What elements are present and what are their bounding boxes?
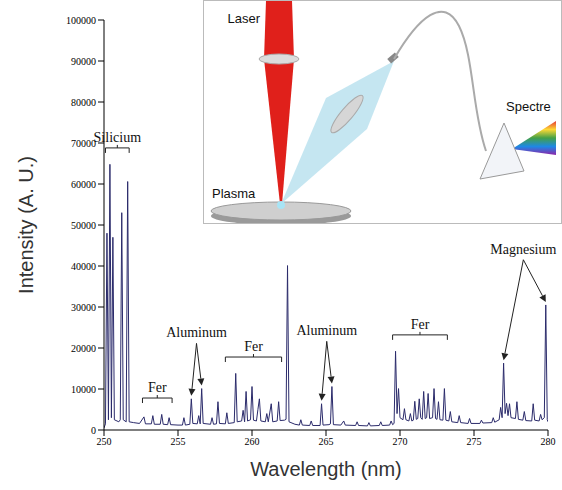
svg-text:0: 0: [91, 425, 96, 436]
svg-text:Intensity (A. U.): Intensity (A. U.): [15, 156, 37, 294]
svg-text:90000: 90000: [71, 56, 96, 67]
svg-text:Aluminum: Aluminum: [166, 325, 227, 340]
svg-text:Spectre: Spectre: [506, 99, 551, 114]
svg-text:60000: 60000: [71, 179, 96, 190]
svg-text:250: 250: [97, 436, 112, 447]
svg-text:255: 255: [171, 436, 186, 447]
svg-text:280: 280: [541, 436, 556, 447]
svg-text:Magnesium: Magnesium: [490, 242, 556, 257]
svg-text:80000: 80000: [71, 97, 96, 108]
svg-text:Fer: Fer: [148, 380, 167, 395]
svg-text:100000: 100000: [66, 15, 96, 26]
svg-text:265: 265: [319, 436, 334, 447]
svg-text:10000: 10000: [71, 384, 96, 395]
svg-text:30000: 30000: [71, 302, 96, 313]
svg-text:50000: 50000: [71, 220, 96, 231]
svg-text:Wavelength (nm): Wavelength (nm): [250, 458, 402, 480]
svg-text:275: 275: [467, 436, 482, 447]
svg-text:Aluminum: Aluminum: [296, 323, 357, 338]
svg-text:40000: 40000: [71, 261, 96, 272]
svg-text:Fer: Fer: [244, 339, 263, 354]
svg-text:Plasma: Plasma: [212, 186, 256, 201]
svg-text:70000: 70000: [71, 138, 96, 149]
svg-text:270: 270: [393, 436, 408, 447]
svg-text:20000: 20000: [71, 343, 96, 354]
svg-text:Laser: Laser: [227, 11, 260, 26]
svg-text:260: 260: [245, 436, 260, 447]
svg-text:Silicium: Silicium: [94, 130, 142, 145]
svg-text:Fer: Fer: [411, 317, 430, 332]
